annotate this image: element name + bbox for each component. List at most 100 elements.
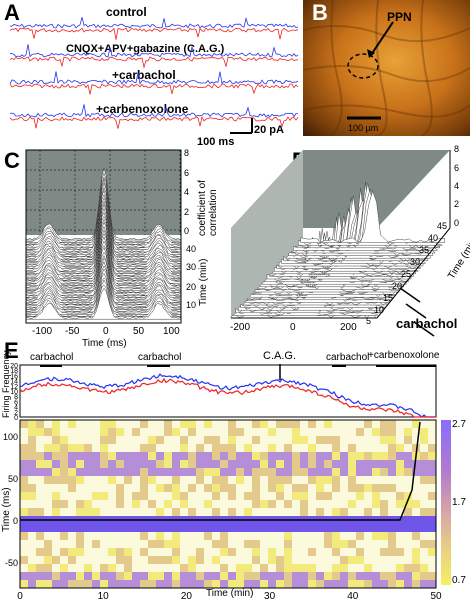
e-heatmap-cell bbox=[404, 428, 412, 436]
e-heatmap-cell bbox=[324, 492, 332, 500]
e-heatmap-cell bbox=[108, 476, 116, 484]
e-heatmap-cell bbox=[108, 564, 116, 572]
e-heatmap-cell bbox=[124, 452, 132, 460]
e-heatmap-cell bbox=[308, 572, 316, 580]
e-heatmap-cell bbox=[148, 444, 156, 452]
e-heatmap-cell bbox=[332, 572, 340, 580]
e-heatmap-cell bbox=[164, 484, 172, 492]
e-heatmap-cell bbox=[44, 444, 52, 452]
trace-0-trace2 bbox=[9, 27, 299, 40]
c-xtick-5: 100 bbox=[163, 326, 180, 337]
e-heatmap-cell bbox=[76, 468, 84, 476]
e-heatmap-cell bbox=[180, 524, 188, 532]
e-heatmap-cell bbox=[204, 460, 212, 468]
e-heatmap-cell bbox=[260, 468, 268, 476]
e-heatmap-cell bbox=[412, 580, 420, 588]
e-heatmap-cell bbox=[164, 468, 172, 476]
e-heatmap-cell bbox=[60, 500, 68, 508]
e-heatmap-cell bbox=[300, 492, 308, 500]
e-heatmap-cell bbox=[268, 548, 276, 556]
e-heatmap-cell bbox=[28, 580, 36, 588]
e-heatmap-cell bbox=[428, 508, 436, 516]
e-heatmap-cell bbox=[196, 548, 204, 556]
e-heatmap-cell bbox=[108, 468, 116, 476]
e-heatmap-cell bbox=[228, 452, 236, 460]
e-heatmap-cell bbox=[108, 452, 116, 460]
e-heatmap-cell bbox=[196, 468, 204, 476]
e-heatmap-cell bbox=[124, 564, 132, 572]
e-heatmap-cell bbox=[188, 572, 196, 580]
e-annot-carbenoxolone: +carbenoxolone bbox=[368, 350, 440, 361]
e-heatmap-cell bbox=[268, 444, 276, 452]
e-heatmap-cell bbox=[380, 500, 388, 508]
e-heatmap-cell bbox=[276, 468, 284, 476]
e-heatmap-cell bbox=[116, 460, 124, 468]
e-heatmap-cell bbox=[148, 476, 156, 484]
e-heatmap-cell bbox=[132, 468, 140, 476]
micrograph-scalebar-label: 100 µm bbox=[348, 123, 379, 133]
c-time-tick-4: 10 bbox=[186, 300, 197, 310]
e-heatmap-cell bbox=[380, 436, 388, 444]
e-heatmap-cell bbox=[76, 460, 84, 468]
e-heatmap-cell bbox=[148, 452, 156, 460]
e-heatmap-cell bbox=[156, 460, 164, 468]
e-heatmap-cell bbox=[420, 468, 428, 476]
e-heatmap-cell bbox=[92, 508, 100, 516]
e-bottom-yaxis-label: Time (ms) bbox=[1, 487, 12, 532]
e-xtick: 0 bbox=[17, 591, 23, 600]
e-heatmap-cell bbox=[100, 572, 108, 580]
e-heatmap-cell bbox=[356, 572, 364, 580]
e-heatmap-cell bbox=[204, 436, 212, 444]
e-heatmap-cell bbox=[180, 436, 188, 444]
e-heatmap-cell bbox=[276, 580, 284, 588]
e-heatmap-cell bbox=[380, 468, 388, 476]
e-heatmap-cell bbox=[92, 524, 100, 532]
colorbar-tick-bottom: 0.7 bbox=[452, 575, 466, 586]
e-heatmap-cell bbox=[308, 460, 316, 468]
condition-label-control: control bbox=[106, 5, 147, 19]
e-heatmap-cell bbox=[76, 476, 84, 484]
e-heatmap-cell bbox=[204, 468, 212, 476]
e-heatmap-cell bbox=[388, 572, 396, 580]
e-heatmap-cell bbox=[388, 460, 396, 468]
e-heatmap-cell bbox=[284, 460, 292, 468]
e-heatmap-cell bbox=[92, 460, 100, 468]
e-heatmap-cell bbox=[196, 524, 204, 532]
e-heatmap-cell bbox=[108, 548, 116, 556]
e-heatmap-cell bbox=[20, 492, 28, 500]
e-heatmap-cell bbox=[236, 564, 244, 572]
e-heatmap-cell bbox=[36, 452, 44, 460]
e-heatmap-cell bbox=[396, 564, 404, 572]
e-heatmap-cell bbox=[124, 572, 132, 580]
e-top-ytick: 0 bbox=[14, 415, 18, 422]
e-heatmap-cell bbox=[284, 524, 292, 532]
e-heatmap-cell bbox=[292, 572, 300, 580]
e-heatmap-cell bbox=[52, 420, 60, 428]
e-heatmap-cell bbox=[300, 508, 308, 516]
e-heatmap-cell bbox=[84, 508, 92, 516]
panel-label-a: A bbox=[4, 0, 20, 25]
e-heatmap-cell bbox=[188, 428, 196, 436]
e-heatmap-cell bbox=[188, 556, 196, 564]
e-heatmap-cell bbox=[236, 468, 244, 476]
e-top-ytick: 6 bbox=[14, 399, 18, 406]
e-heatmap-cell bbox=[420, 524, 428, 532]
colorbar bbox=[441, 420, 451, 585]
e-heatmap-cell bbox=[244, 524, 252, 532]
e-heatmap-cell bbox=[52, 524, 60, 532]
d-side-wall bbox=[231, 150, 303, 318]
e-heatmap-cell bbox=[196, 572, 204, 580]
e-heatmap-cell bbox=[140, 492, 148, 500]
e-heatmap-cell bbox=[124, 460, 132, 468]
d-time-tick-6: 20 bbox=[392, 281, 403, 291]
e-heatmap-cell bbox=[28, 452, 36, 460]
e-heatmap-cell bbox=[44, 548, 52, 556]
e-heatmap-cell bbox=[180, 444, 188, 452]
e-heatmap-cell bbox=[428, 460, 436, 468]
e-heatmap-cell bbox=[156, 452, 164, 460]
e-heatmap-cell bbox=[108, 436, 116, 444]
d-carbachol-arrow-0 bbox=[413, 321, 435, 337]
e-heatmap-cell bbox=[284, 476, 292, 484]
d-time-tick-8: 10 bbox=[374, 305, 385, 315]
e-heatmap-cell bbox=[228, 420, 236, 428]
